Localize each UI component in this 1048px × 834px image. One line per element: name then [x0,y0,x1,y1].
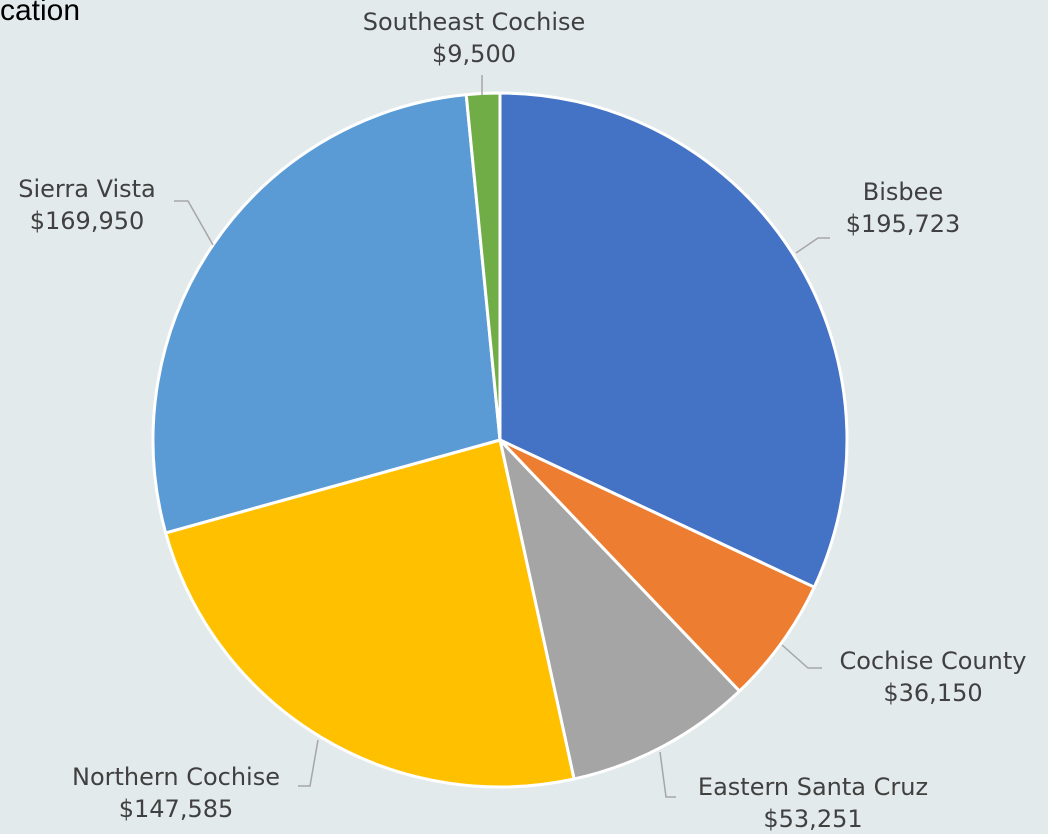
data-label-value-southeast-cochise: $9,500 [432,40,516,68]
data-label-value-bisbee: $195,723 [846,210,961,238]
pie-slice-southeast-cochise [464,91,502,442]
data-label-value-cochise-county: $36,150 [883,679,982,707]
data-label-category-sierra-vista: Sierra Vista [18,175,156,203]
data-label-category-southeast-cochise: Southeast Cochise [363,8,586,36]
pie-slice-bisbee [498,91,849,589]
data-label-category-eastern-santa-cruz: Eastern Santa Cruz [698,773,928,801]
pie-slice-eastern-santa-cruz [498,438,741,781]
leader-line-northern-cochise [298,739,319,787]
data-label-value-eastern-santa-cruz: $53,251 [763,805,862,833]
data-label-value-sierra-vista: $169,950 [30,207,145,235]
data-label-category-northern-cochise: Northern Cochise [72,763,280,791]
leader-line-bisbee [795,237,830,254]
data-label-value-northern-cochise: $147,585 [119,795,234,823]
pie-slice-northern-cochise [164,438,576,789]
leader-line-eastern-santa-cruz [659,751,676,798]
leader-line-cochise-county [781,644,822,669]
pie-slice-sierra-vista [151,93,502,535]
pie-slice-cochise-county [498,438,816,693]
chart-title-fragment: cation [0,0,81,27]
slices-layer [151,91,849,789]
data-labels-layer: Bisbee $195,723 Cochise County $36,150 Easte… [18,8,1026,833]
leader-lines-layer [174,75,830,798]
leader-line-sierra-vista [174,200,214,246]
data-label-category-cochise-county: Cochise County [840,647,1027,675]
data-label-category-bisbee: Bisbee [863,178,943,206]
